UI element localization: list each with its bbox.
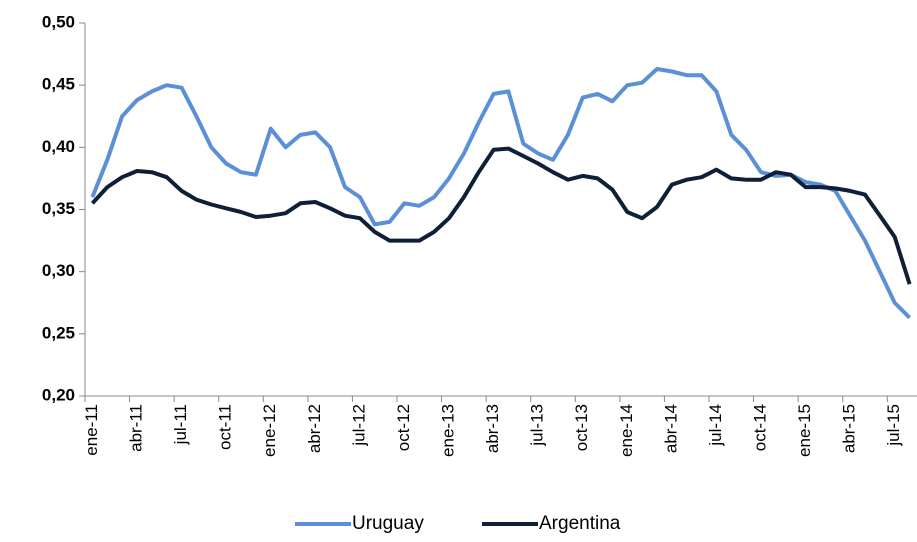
y-tick-label: 0,50: [42, 12, 75, 31]
x-tick-label: jul-12: [349, 404, 368, 447]
x-tick-label: ene-14: [617, 404, 636, 457]
x-tick-label: jul-14: [706, 404, 725, 447]
x-tick-label: abr-13: [483, 404, 502, 453]
x-tick-label: ene-15: [795, 404, 814, 457]
x-tick-label: ene-11: [82, 404, 101, 456]
x-tick-label: ene-12: [260, 404, 279, 457]
series-line: [90, 67, 912, 320]
x-tick-label: jul-11: [171, 404, 190, 445]
x-tick-label: oct-14: [750, 404, 769, 451]
y-tick-label: 0,20: [42, 385, 75, 404]
y-tick-label: 0,30: [42, 261, 75, 280]
series-line: [90, 146, 912, 285]
y-tick-label: 0,40: [42, 137, 75, 156]
legend-label: Uruguay: [352, 513, 424, 534]
y-tick-label: 0,45: [42, 75, 75, 94]
x-tick-label: abr-15: [840, 404, 859, 453]
legend-label: Argentina: [539, 513, 621, 534]
x-tick-label: jul-13: [528, 404, 547, 447]
x-tick-label: oct-13: [572, 404, 591, 451]
x-tick-label: abr-14: [661, 404, 680, 453]
x-tick-label: ene-13: [438, 404, 457, 457]
x-tick-label: abr-12: [305, 404, 324, 453]
x-tick-label: oct-11: [216, 404, 235, 450]
y-tick-label: 0,25: [42, 323, 75, 342]
x-tick-label: abr-11: [126, 404, 145, 452]
x-tick-label: oct-12: [394, 404, 413, 451]
y-tick-label: 0,35: [42, 199, 75, 218]
x-tick-label: jul-15: [884, 404, 903, 447]
